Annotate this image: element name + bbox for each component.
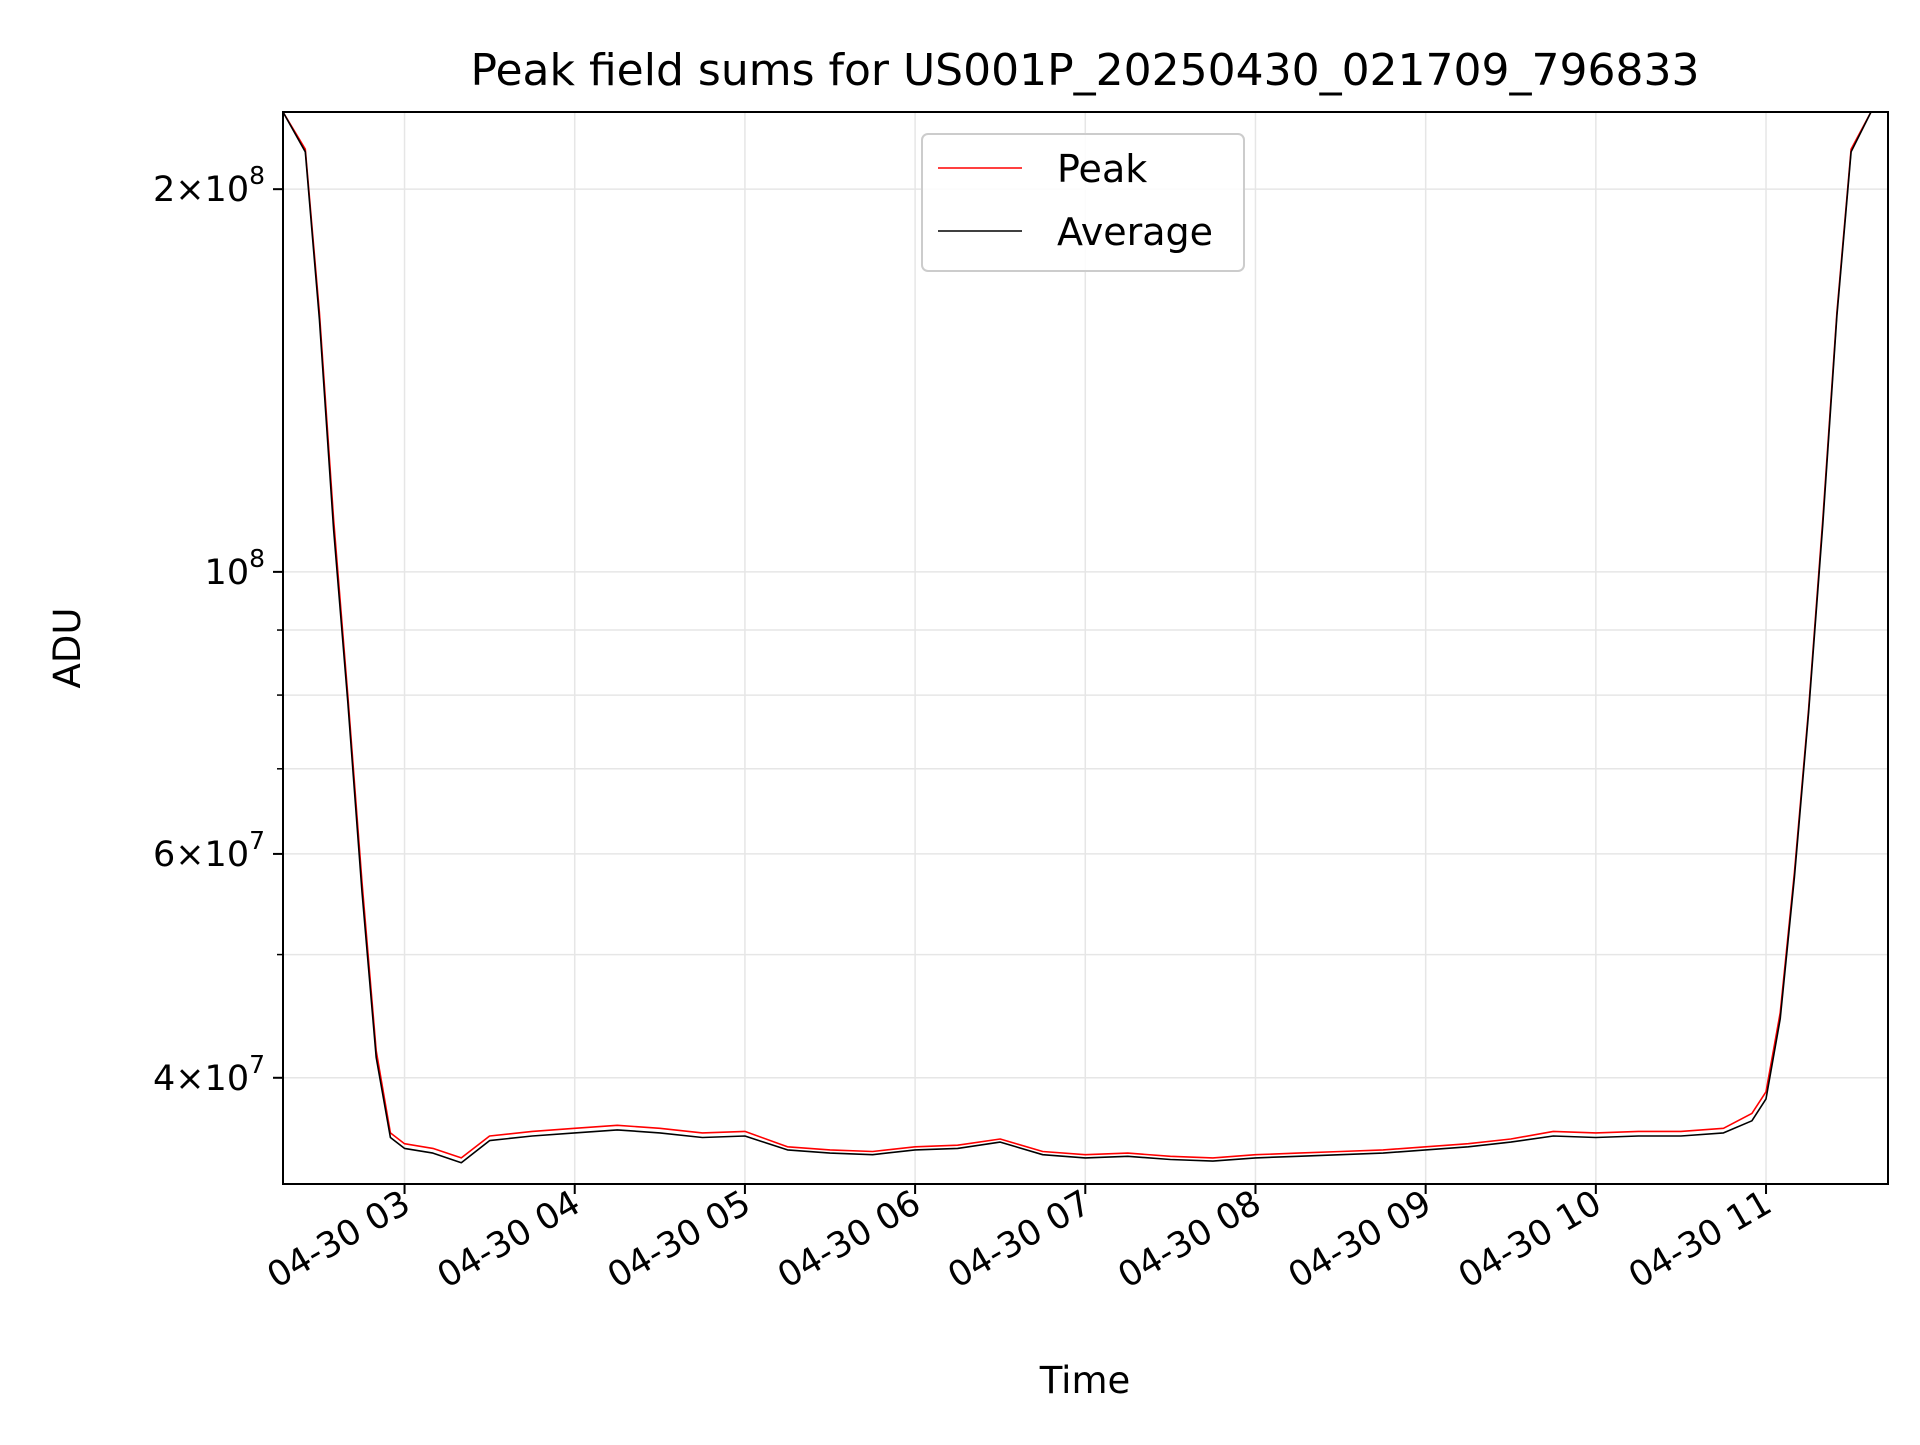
y-tick-label: 4×107 <box>153 1050 265 1099</box>
grid <box>283 112 1888 1184</box>
y-axis-ticks: 4×107 6×107 108 2×108 <box>153 161 283 1099</box>
series-line-average <box>282 111 1872 1164</box>
y-tick-label: 2×108 <box>153 161 265 210</box>
series-layer <box>282 111 1872 1164</box>
x-axis-label: Time <box>1039 1359 1131 1402</box>
y-tick-label: 108 <box>205 544 265 593</box>
series-line-peak <box>282 111 1872 1159</box>
y-axis-label: ADU <box>46 608 89 689</box>
legend: Peak Average <box>921 133 1245 272</box>
legend-label-average: Average <box>1057 210 1213 254</box>
y-tick-label: 6×107 <box>153 826 265 875</box>
chart-title: Peak field sums for US001P_20250430_0217… <box>471 45 1700 96</box>
legend-label-peak: Peak <box>1057 147 1147 191</box>
